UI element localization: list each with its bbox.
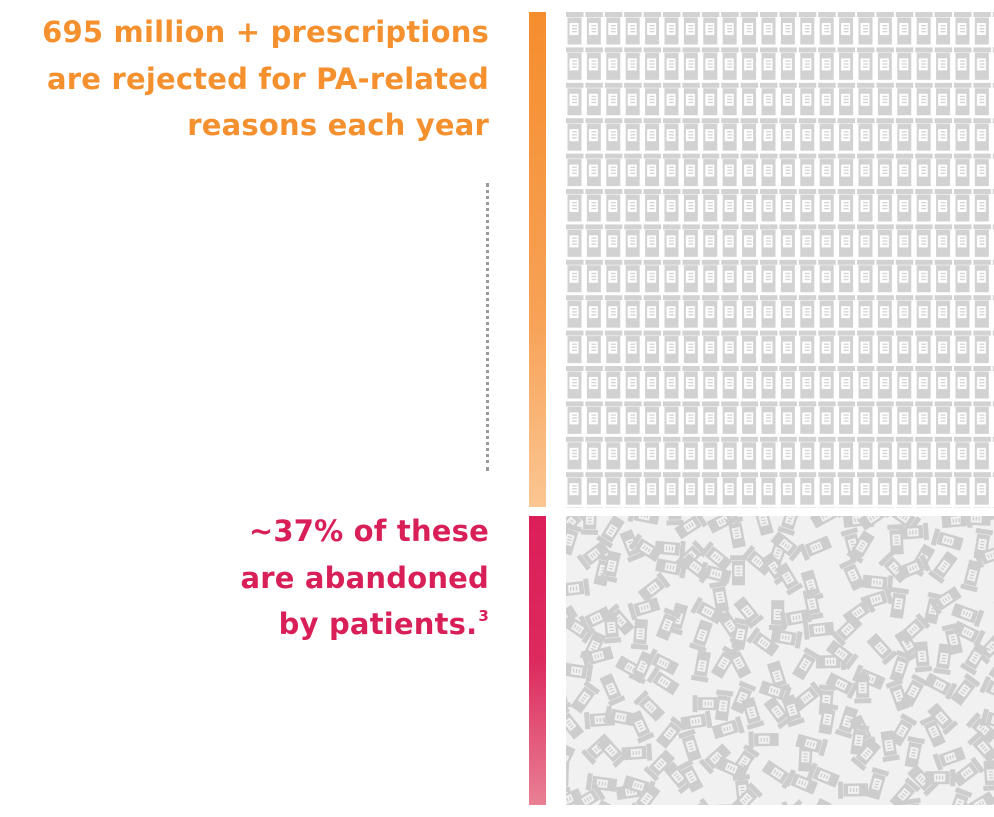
dotted-divider (486, 183, 489, 471)
abandoned-stat-line-3: by patients.3 (240, 601, 489, 648)
pill-bottle-icon (859, 586, 894, 613)
pill-bottle-icon (887, 523, 906, 555)
pill-bottle-icon (580, 516, 599, 535)
pill-bottle-icon (690, 650, 713, 683)
pill-bottle-icon (621, 743, 653, 763)
pill-bottle-icon (566, 578, 591, 599)
pill-bottle-icon (757, 801, 793, 805)
pill-bottle-icon (739, 696, 765, 731)
pill-bottle-icon (808, 516, 844, 531)
pill-bottle-icon (837, 781, 869, 799)
pill-bottle-icon (646, 666, 681, 697)
pill-bottle-icon (568, 680, 601, 715)
pill-bottle-icon (787, 799, 821, 805)
abandoned-stat-line-1: ~37% of these (248, 514, 489, 548)
pill-bottle-icon (856, 516, 891, 533)
pill-bottle-icon (566, 522, 582, 557)
pill-bottle-icon (902, 735, 926, 769)
pill-bottle-icon (930, 528, 965, 553)
pill-bottle-icon (748, 730, 779, 749)
pill-bottle-icon (922, 670, 958, 700)
pill-bottle-icon (645, 648, 680, 678)
pill-bottle-icon (630, 618, 650, 650)
pill-bottle-icon (666, 516, 684, 526)
pill-bottle-icon (751, 516, 776, 537)
pill-bottle-icon (680, 710, 713, 733)
pink-accent-bar (529, 516, 546, 805)
pill-bottle-icon (730, 555, 747, 586)
pill-bottle-grid-svg (566, 12, 994, 508)
pill-bottle-icon (673, 516, 708, 541)
pill-bottle-icon (688, 618, 715, 653)
footnote-marker: 3 (478, 607, 489, 625)
pill-bottle-icon (932, 744, 967, 771)
pill-bottle-icon (933, 642, 955, 676)
abandoned-stat-text: ~37% of these are abandoned by patients.… (240, 508, 489, 648)
pill-bottle-icon (853, 673, 872, 704)
pill-bottle-icon (925, 769, 956, 787)
abandoned-stat-line-2: are abandoned (240, 560, 489, 595)
pill-bottle-icon (725, 516, 748, 549)
orange-accent-bar (529, 12, 546, 507)
pill-bottle-icon (804, 797, 834, 805)
pill-bottle-icon (566, 706, 586, 741)
pill-bottle-icon (566, 12, 994, 508)
pill-bottle-icon (896, 554, 931, 582)
pill-bottle-icon (960, 559, 984, 593)
pill-bottle-icon (798, 533, 833, 561)
upright-pill-bottle-grid (566, 12, 994, 508)
scattered-bottles-svg (566, 516, 994, 805)
pill-bottle-icon (960, 516, 992, 528)
pill-bottle-icon (627, 516, 661, 527)
rejected-stat-line-1: 695 million + prescriptions (42, 15, 489, 49)
pill-bottle-icon (597, 672, 626, 707)
pill-bottle-icon (566, 761, 572, 793)
abandoned-stat-line-3-text: by patients. (278, 607, 478, 641)
pill-bottle-icon (677, 728, 704, 763)
pill-bottle-icon (981, 759, 994, 792)
scattered-pill-bottles (566, 516, 994, 805)
pill-bottle-icon (802, 619, 835, 640)
rejected-stat-line-3: reasons each year (187, 108, 489, 142)
pill-bottle-icon (679, 797, 714, 805)
pill-bottle-icon (864, 767, 890, 801)
rejected-stat-line-2: are rejected for PA-related (47, 61, 489, 96)
pill-bottle-icon (928, 549, 960, 584)
rejected-stat-text: 695 million + prescriptions are rejected… (42, 9, 489, 149)
pill-bottle-icon (790, 646, 821, 682)
pill-bottle-icon (865, 631, 898, 666)
pill-bottle-icon (979, 675, 994, 704)
pill-bottle-icon (777, 516, 803, 536)
pill-bottle-icon (945, 787, 973, 805)
